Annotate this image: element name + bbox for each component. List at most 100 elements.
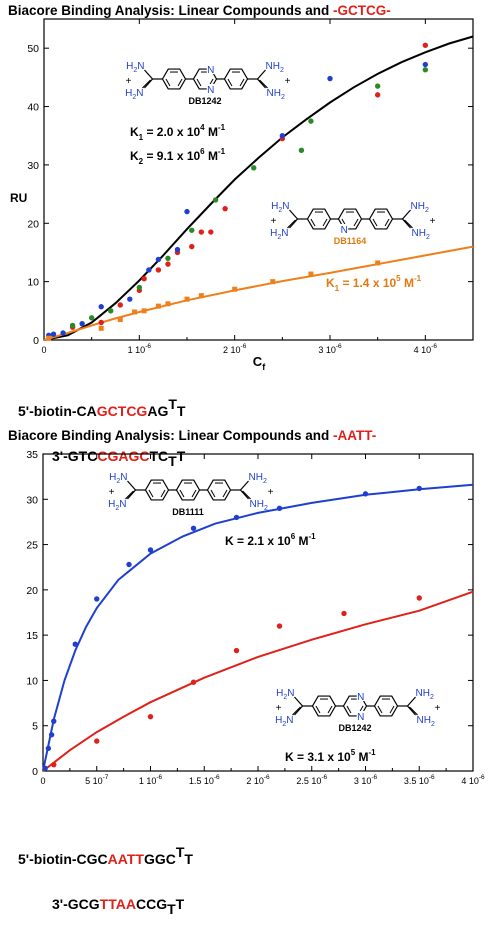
data-point-blue — [422, 61, 429, 68]
data-point-blue — [51, 718, 57, 724]
bond — [127, 480, 136, 491]
data-point-green — [374, 83, 381, 89]
data-point-green — [422, 67, 429, 73]
data-point-blue — [126, 561, 132, 568]
bond — [294, 696, 303, 707]
data-point-orange — [232, 286, 238, 292]
bond — [127, 489, 136, 500]
data-point-red — [341, 610, 347, 617]
x-axis-label: Cf — [253, 354, 266, 372]
binding-constant: K2 = 9.1 x 106 M-1 — [130, 147, 226, 166]
data-point-blue — [94, 596, 100, 602]
molecule-label: DB1111 — [172, 507, 204, 517]
bond — [409, 706, 418, 716]
ring — [368, 208, 394, 230]
y-tick-label: 10 — [26, 675, 38, 687]
bond — [257, 78, 266, 89]
ring — [175, 479, 201, 501]
x-tick-label: 1 10-6 — [128, 343, 152, 355]
bond — [407, 705, 416, 716]
data-point-blue — [79, 320, 85, 327]
x-tick-label: 2 10-6 — [223, 343, 247, 355]
amine-label: H2N — [276, 688, 294, 701]
data-point-red — [233, 647, 240, 654]
ring-bond — [160, 489, 166, 498]
atom-bg — [356, 691, 365, 702]
ring — [337, 208, 363, 230]
atom-bg — [340, 223, 349, 234]
chart2-title: Biacore Binding Analysis: Linear Compoun… — [8, 428, 377, 443]
y-tick-label: 0 — [33, 335, 39, 347]
charge-plus: + — [276, 703, 282, 714]
data-point-orange — [46, 335, 52, 341]
data-point-red — [416, 595, 422, 601]
data-point-blue — [45, 745, 52, 752]
data-point-green — [212, 197, 219, 203]
amine-label: H2N — [271, 201, 289, 214]
amine-label: H2N — [270, 228, 288, 241]
fit-curve-orange — [43, 245, 474, 341]
amine-label: NH2 — [266, 61, 284, 74]
bond — [402, 218, 411, 229]
data-point-blue — [416, 485, 422, 492]
data-point-red — [198, 229, 204, 235]
data-point-blue — [276, 505, 283, 512]
ring-bond — [327, 705, 333, 714]
nitrogen-atom: N — [341, 225, 348, 236]
data-point-orange — [270, 279, 276, 285]
ring-bond — [165, 78, 171, 87]
chart1-title: Biacore Binding Analysis: Linear Compoun… — [8, 3, 391, 18]
amine-label: NH2 — [249, 472, 267, 485]
ring-bond — [148, 489, 154, 498]
data-point-blue — [48, 732, 55, 738]
y-tick-label: 50 — [27, 43, 39, 55]
bond — [402, 209, 411, 220]
ring-bond — [384, 218, 390, 227]
y-tick-label: 35 — [26, 449, 38, 461]
y-axis-label: RU — [10, 191, 27, 205]
ring-bond — [196, 78, 202, 87]
charge-plus: + — [126, 76, 132, 87]
atom-bg — [206, 83, 215, 94]
fit-curve-blue — [42, 483, 474, 772]
data-point-red — [190, 679, 197, 685]
charge-plus: + — [285, 76, 291, 87]
data-point-blue — [190, 525, 197, 531]
ring-bond — [310, 218, 316, 227]
data-point-blue — [72, 641, 78, 647]
charge-plus: + — [430, 216, 436, 227]
amine-label: NH2 — [250, 499, 268, 512]
ring-bond — [377, 705, 383, 714]
bond — [289, 218, 298, 229]
nitrogen-atom: N — [207, 85, 214, 96]
chart-1: 0 10 20 30 40 50 0 1 10-6 2 10-6 3 10-6 4 10-6 — [27, 18, 474, 355]
y-tick-label: 40 — [27, 102, 39, 114]
ring-bond — [227, 78, 233, 87]
x-tick-label: 3 10-6 — [354, 774, 378, 786]
y-tick-label: 20 — [26, 585, 38, 597]
plot-frame — [43, 18, 474, 341]
x-tick-label: 3 10-6 — [318, 343, 342, 355]
data-point-red — [98, 319, 104, 326]
x-tick-label: 0 — [41, 345, 46, 355]
bond — [257, 69, 266, 80]
data-point-blue — [146, 267, 152, 273]
ring-bond — [191, 489, 197, 498]
amine-label: H2N — [108, 499, 126, 512]
data-point-blue — [42, 765, 48, 771]
bond — [144, 69, 153, 80]
data-point-blue — [327, 75, 333, 82]
data-point-red — [422, 42, 429, 48]
x-tick-label: 2.5 10-6 — [296, 774, 327, 786]
y-tick-label: 30 — [26, 494, 38, 506]
data-point-orange — [155, 303, 161, 309]
data-point-green — [69, 322, 76, 329]
data-point-orange — [198, 293, 204, 299]
ring — [223, 68, 249, 90]
y-tick-label: 25 — [26, 540, 38, 552]
data-point-green — [189, 227, 195, 233]
ring-bond — [239, 78, 245, 87]
data-point-orange — [375, 260, 381, 266]
